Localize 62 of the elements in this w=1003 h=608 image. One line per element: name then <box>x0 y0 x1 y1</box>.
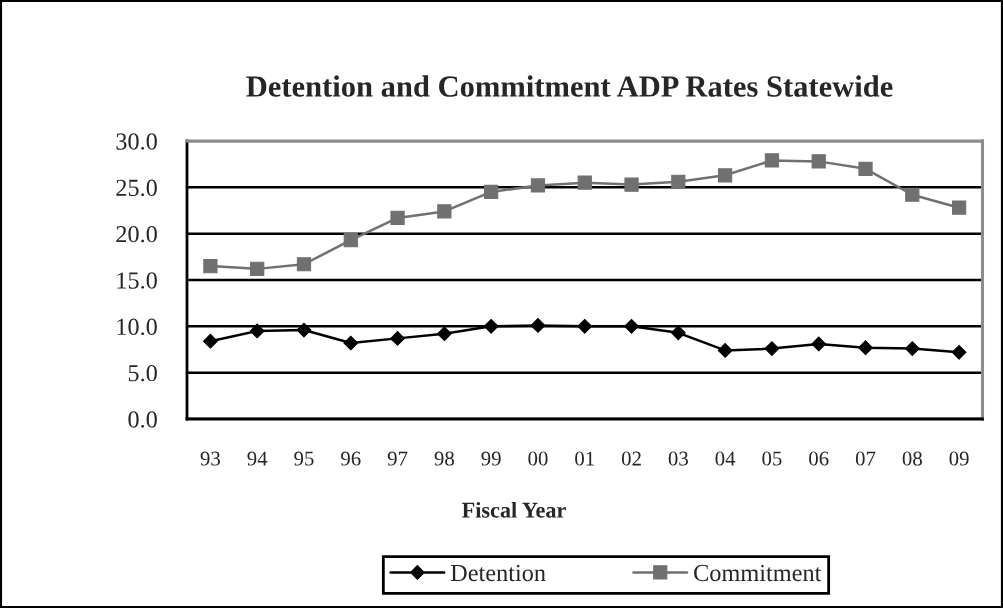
point <box>905 187 920 202</box>
point <box>718 168 733 183</box>
point <box>811 154 826 169</box>
chart-title: Detention and Commitment ADP Rates Statewide <box>246 75 893 97</box>
y-tick-label: 0.0 <box>128 411 157 428</box>
x-tick-label: 09 <box>949 451 969 466</box>
point <box>858 340 873 356</box>
point <box>951 344 967 360</box>
point <box>530 318 546 333</box>
point <box>858 161 873 176</box>
y-tick-label: 20.0 <box>116 225 157 243</box>
y-tick-label: 15.0 <box>117 272 157 289</box>
point <box>343 335 359 351</box>
point <box>811 336 827 352</box>
x-tick-label: 95 <box>294 451 314 466</box>
point <box>296 322 312 338</box>
y-tick-label: 30.0 <box>116 133 157 150</box>
point <box>764 341 780 356</box>
y-tick-label: 10.0 <box>117 318 157 336</box>
x-tick-label: 96 <box>341 451 361 466</box>
x-tick-label: 04 <box>715 451 736 466</box>
x-axis-title: Fiscal Year <box>462 502 566 518</box>
x-tick-label: 07 <box>855 451 876 466</box>
x-tick-label: 93 <box>200 451 220 466</box>
point <box>624 177 639 192</box>
point <box>203 333 218 349</box>
point <box>624 318 639 334</box>
point <box>904 341 920 356</box>
point <box>437 204 452 219</box>
point <box>343 233 358 248</box>
x-tick-label: 97 <box>387 451 408 466</box>
point <box>203 258 218 274</box>
point <box>390 330 405 346</box>
x-tick-label: 01 <box>575 451 594 466</box>
point <box>250 261 265 276</box>
x-tick-label: 08 <box>902 451 922 466</box>
point <box>436 326 452 342</box>
point <box>717 343 733 358</box>
x-tick-label: 06 <box>809 451 829 466</box>
y-tick-label: 5.0 <box>128 364 157 382</box>
point <box>951 200 967 215</box>
point <box>764 153 780 168</box>
legend-label: Detention <box>450 564 546 582</box>
point <box>670 325 686 341</box>
point <box>671 174 686 189</box>
x-tick-label: 05 <box>762 451 782 466</box>
point <box>390 210 405 226</box>
point <box>296 257 312 272</box>
y-tick-label: 25.0 <box>116 179 157 197</box>
point <box>249 323 265 339</box>
x-tick-label: 99 <box>481 451 501 466</box>
x-tick-label: 00 <box>528 451 548 466</box>
point <box>530 178 546 193</box>
point <box>577 175 592 190</box>
x-tick-label: 94 <box>247 451 268 466</box>
point <box>483 318 499 334</box>
point <box>484 184 499 200</box>
legend-label: Commitment <box>694 564 822 582</box>
point <box>577 318 593 334</box>
x-tick-label: 02 <box>621 451 641 466</box>
x-tick-label: 98 <box>434 451 454 466</box>
x-tick-label: 03 <box>668 451 688 466</box>
